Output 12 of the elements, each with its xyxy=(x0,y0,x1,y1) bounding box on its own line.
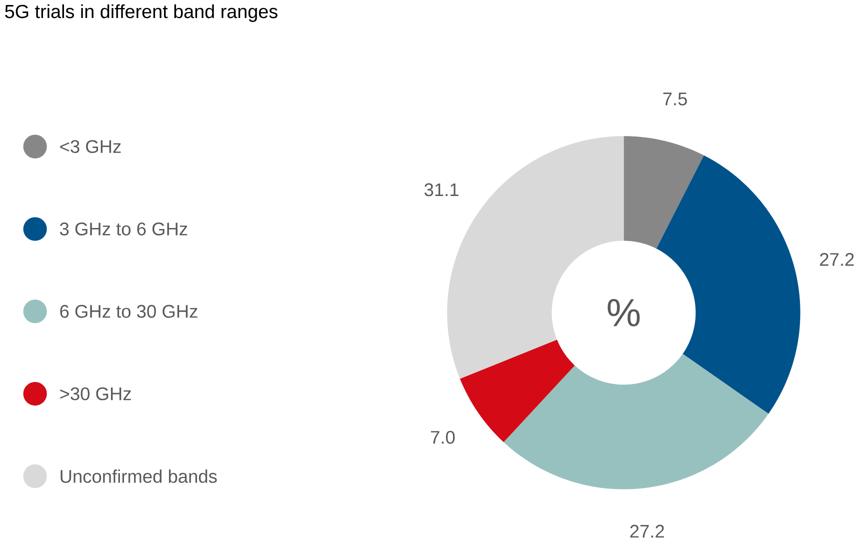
data-label: 7.0 xyxy=(430,430,455,444)
chart-title: 5G trials in different band ranges xyxy=(5,4,278,22)
legend-label: 3 GHz to 6 GHz xyxy=(60,222,188,236)
data-label: 27.2 xyxy=(630,524,664,538)
legend-label: <3 GHz xyxy=(60,140,121,154)
legend-label: 6 GHz to 30 GHz xyxy=(60,304,198,318)
text: % xyxy=(608,299,640,326)
legend-label: Unconfirmed bands xyxy=(60,470,217,483)
data-label: 31.1 xyxy=(424,183,458,196)
data-label: 7.5 xyxy=(663,92,687,106)
legend-label: >30 GHz xyxy=(60,387,131,400)
data-label: 27.2 xyxy=(820,253,854,266)
